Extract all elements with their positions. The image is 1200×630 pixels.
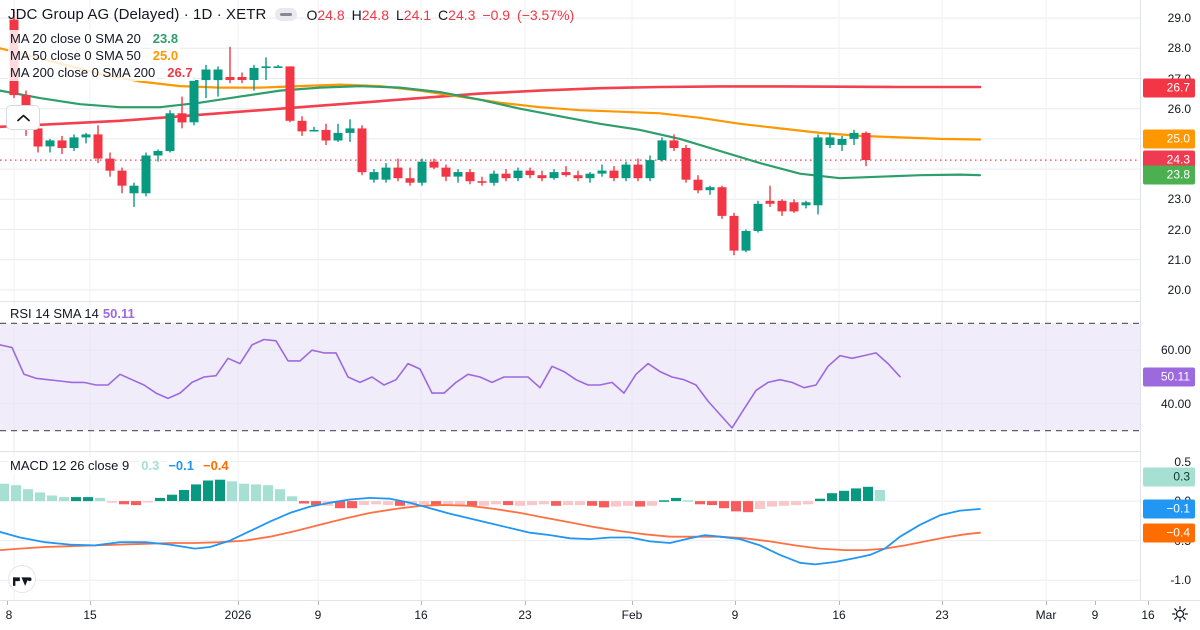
price-canvas: [0, 0, 1140, 302]
time-axis-label: 16: [1141, 608, 1155, 622]
time-axis-label: 16: [832, 608, 846, 622]
time-axis-label: Mar: [1035, 608, 1057, 622]
rsi-canvas: [0, 302, 1140, 452]
tradingview-logo-button[interactable]: [8, 565, 36, 593]
time-axis-tick-mark: [525, 601, 526, 605]
rsi-axis-tick: 60.00: [1160, 343, 1191, 358]
macd-plot[interactable]: [0, 452, 1140, 600]
price-scale-axis[interactable]: 29.028.027.026.025.024.023.022.021.020.0…: [1140, 0, 1200, 600]
chart-settings-gear-button[interactable]: [1170, 604, 1192, 626]
price-axis-badge[interactable]: 24.3: [1143, 150, 1195, 170]
macd-axis-tick: -1.0: [1170, 573, 1191, 588]
price-axis-tick: 22.0: [1167, 222, 1191, 237]
price-axis-badge[interactable]: 23.8: [1143, 165, 1195, 185]
pane-divider-2: [0, 451, 1200, 452]
time-axis-label: 23: [935, 608, 949, 622]
macd-axis-badge[interactable]: −0.1: [1143, 499, 1195, 519]
macd-pane[interactable]: MACD 12 26 close 9 0.3 −0.1 −0.4: [0, 452, 1140, 600]
chevron-up-icon: [16, 114, 30, 121]
tradingview-logo-icon: [12, 576, 32, 586]
time-axis-tick-mark: [1046, 601, 1047, 605]
time-axis-tick-mark: [942, 601, 943, 605]
time-axis-label: Feb: [621, 608, 643, 622]
price-pane[interactable]: [0, 0, 1140, 302]
time-axis-label: 23: [518, 608, 532, 622]
rsi-axis-badge[interactable]: 50.11: [1143, 367, 1195, 387]
time-axis-tick-mark: [318, 601, 319, 605]
time-axis-tick-mark: [1095, 601, 1096, 605]
macd-axis-tick: 0.5: [1174, 454, 1191, 469]
pane-divider-1: [0, 301, 1200, 302]
price-axis-tick: 21.0: [1167, 252, 1191, 267]
time-axis-tick-mark: [735, 601, 736, 605]
time-axis-tick-mark: [839, 601, 840, 605]
price-axis-tick: 23.0: [1167, 192, 1191, 207]
macd-axis-badge[interactable]: 0.3: [1143, 467, 1195, 487]
time-axis-label: 16: [414, 608, 428, 622]
collapse-pane-button[interactable]: [6, 105, 40, 130]
time-axis-label: 9: [731, 608, 739, 622]
time-axis-tick-mark: [90, 601, 91, 605]
time-axis-tick-mark: [1148, 601, 1149, 605]
time-axis-label: 9: [314, 608, 322, 622]
time-axis-tick-mark: [421, 601, 422, 605]
macd-axis-badge[interactable]: −0.4: [1143, 523, 1195, 543]
time-axis-label: 9: [1091, 608, 1099, 622]
time-scale-axis[interactable]: 8 15 2026 9 16 23 Feb 9 16 23 Mar 9 16: [0, 600, 1200, 630]
rsi-pane[interactable]: RSI 14 SMA 14 50.11: [0, 302, 1140, 452]
gear-icon: [1172, 606, 1188, 622]
time-axis-tick-mark: [632, 601, 633, 605]
price-axis-tick: 28.0: [1167, 41, 1191, 56]
price-plot[interactable]: [0, 0, 1140, 302]
time-axis-label: 8: [5, 608, 13, 622]
macd-canvas: [0, 452, 1140, 600]
price-axis-badge[interactable]: 25.0: [1143, 129, 1195, 149]
price-axis-badge[interactable]: 26.7: [1143, 78, 1195, 98]
rsi-axis-tick: 40.00: [1160, 396, 1191, 411]
time-axis-tick-mark: [238, 601, 239, 605]
time-axis-tick-mark: [7, 601, 8, 605]
rsi-plot[interactable]: [0, 302, 1140, 452]
time-axis-label: 2026: [224, 608, 252, 622]
time-axis-label: 15: [83, 608, 97, 622]
price-axis-tick: 20.0: [1167, 282, 1191, 297]
price-axis-tick: 26.0: [1167, 101, 1191, 116]
price-axis-tick: 29.0: [1167, 11, 1191, 26]
